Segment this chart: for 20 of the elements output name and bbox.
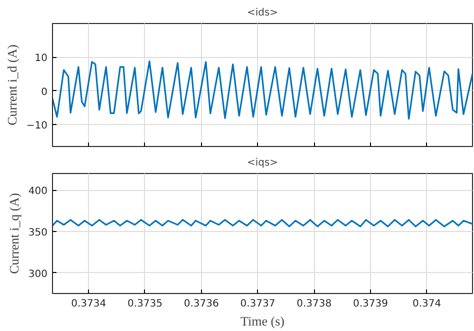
- y-axis-title: Current i_q (A): [6, 193, 22, 274]
- y-tick-label: 350: [28, 227, 48, 238]
- y-tick-label: 0: [41, 86, 48, 98]
- x-tick-label: 0.3736: [184, 298, 219, 310]
- chart-title: <iqs>: [246, 158, 278, 168]
- x-axis-title: Time (s): [240, 314, 284, 328]
- y-tick-label: −10: [26, 120, 48, 132]
- y-tick-label: 10: [34, 53, 48, 64]
- chart-title: <ids>: [246, 8, 278, 18]
- line-series: [52, 60, 472, 120]
- x-tick-label: 0.374: [412, 298, 442, 310]
- x-tick-label: 0.3739: [352, 298, 388, 310]
- line-series: [52, 219, 472, 228]
- y-tick-label: 300: [28, 268, 48, 280]
- x-tick-label: 0.3737: [240, 298, 276, 310]
- x-tick-label: 0.3734: [71, 298, 106, 310]
- x-tick-label: 0.3738: [296, 298, 332, 310]
- x-tick-label: 0.3735: [127, 298, 162, 310]
- y-tick-label: 400: [28, 186, 48, 198]
- y-axis-title: Current i_d (A): [4, 44, 20, 126]
